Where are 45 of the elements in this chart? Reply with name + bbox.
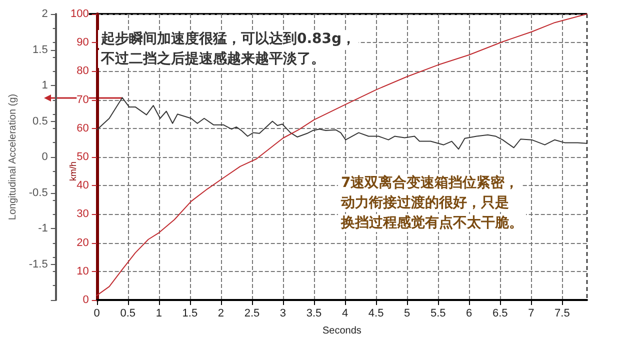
y2-tick-label: 90 [76, 36, 89, 49]
y-tick-label: 0 [42, 151, 48, 163]
annotation: 换挡过程感觉有点不太干脆。 [340, 215, 523, 231]
x-tick-label: 5 [404, 308, 410, 320]
y-tick-label: 1 [42, 80, 48, 92]
x-tick-label: 6 [466, 308, 472, 320]
x-tick-label: 3.5 [306, 308, 322, 320]
y2-tick-label: 20 [76, 236, 89, 249]
y-tick-label: 0.5 [32, 115, 48, 128]
x-axis-title: Seconds [322, 326, 362, 336]
x-tick-label: 3 [280, 308, 286, 320]
y2-tick-label: 0 [82, 294, 89, 306]
y2-tick-label: 30 [76, 208, 89, 220]
x-tick-label: 6.5 [492, 308, 508, 320]
annotation: 不过二挡之后提速感越来越平淡了。 [100, 50, 325, 67]
x-tick-label: 2.5 [244, 308, 260, 320]
x-tick-label: 7 [528, 308, 534, 320]
annotation: 7速双离合变速箱挡位紧密， [341, 174, 519, 191]
y2-tick-label: 40 [76, 180, 89, 192]
y-tick-label: 2 [42, 8, 48, 20]
annotation: 动力衔接过渡的很好，只是 [340, 194, 509, 211]
y2-tick-label: 60 [76, 122, 89, 134]
x-tick-label: 4 [342, 308, 348, 320]
annotation: 起步瞬间加速度很猛，可以达到0.83g， [100, 30, 356, 47]
x-tick-label: 0.5 [120, 308, 136, 320]
x-tick-label: 5.5 [430, 308, 446, 320]
y-tick-label: -1 [38, 222, 48, 234]
y2-tick-label: 50 [76, 151, 89, 163]
y-tick-label: 1.5 [32, 44, 48, 56]
y-tick-label: -0.5 [28, 186, 48, 199]
y2-axis-title: km/h [68, 162, 78, 182]
x-tick-label: 1.5 [182, 308, 198, 320]
y2-tick-label: 100 [70, 8, 89, 20]
x-tick-label: 4.5 [368, 308, 384, 320]
x-tick-label: 7.5 [554, 308, 570, 320]
line-series [96, 14, 588, 296]
line-series [96, 97, 588, 150]
y2-tick-label: 80 [76, 65, 89, 78]
y-tick-label: -1.5 [28, 258, 48, 270]
y-axis-title: Longitudinal Acceleration (g) [8, 94, 18, 220]
x-tick-label: 1 [156, 308, 162, 320]
x-tick-label: 0 [94, 308, 100, 320]
y2-tick-label: 70 [76, 94, 89, 106]
x-tick-label: 2 [218, 308, 224, 320]
y2-tick-label: 10 [76, 265, 89, 278]
